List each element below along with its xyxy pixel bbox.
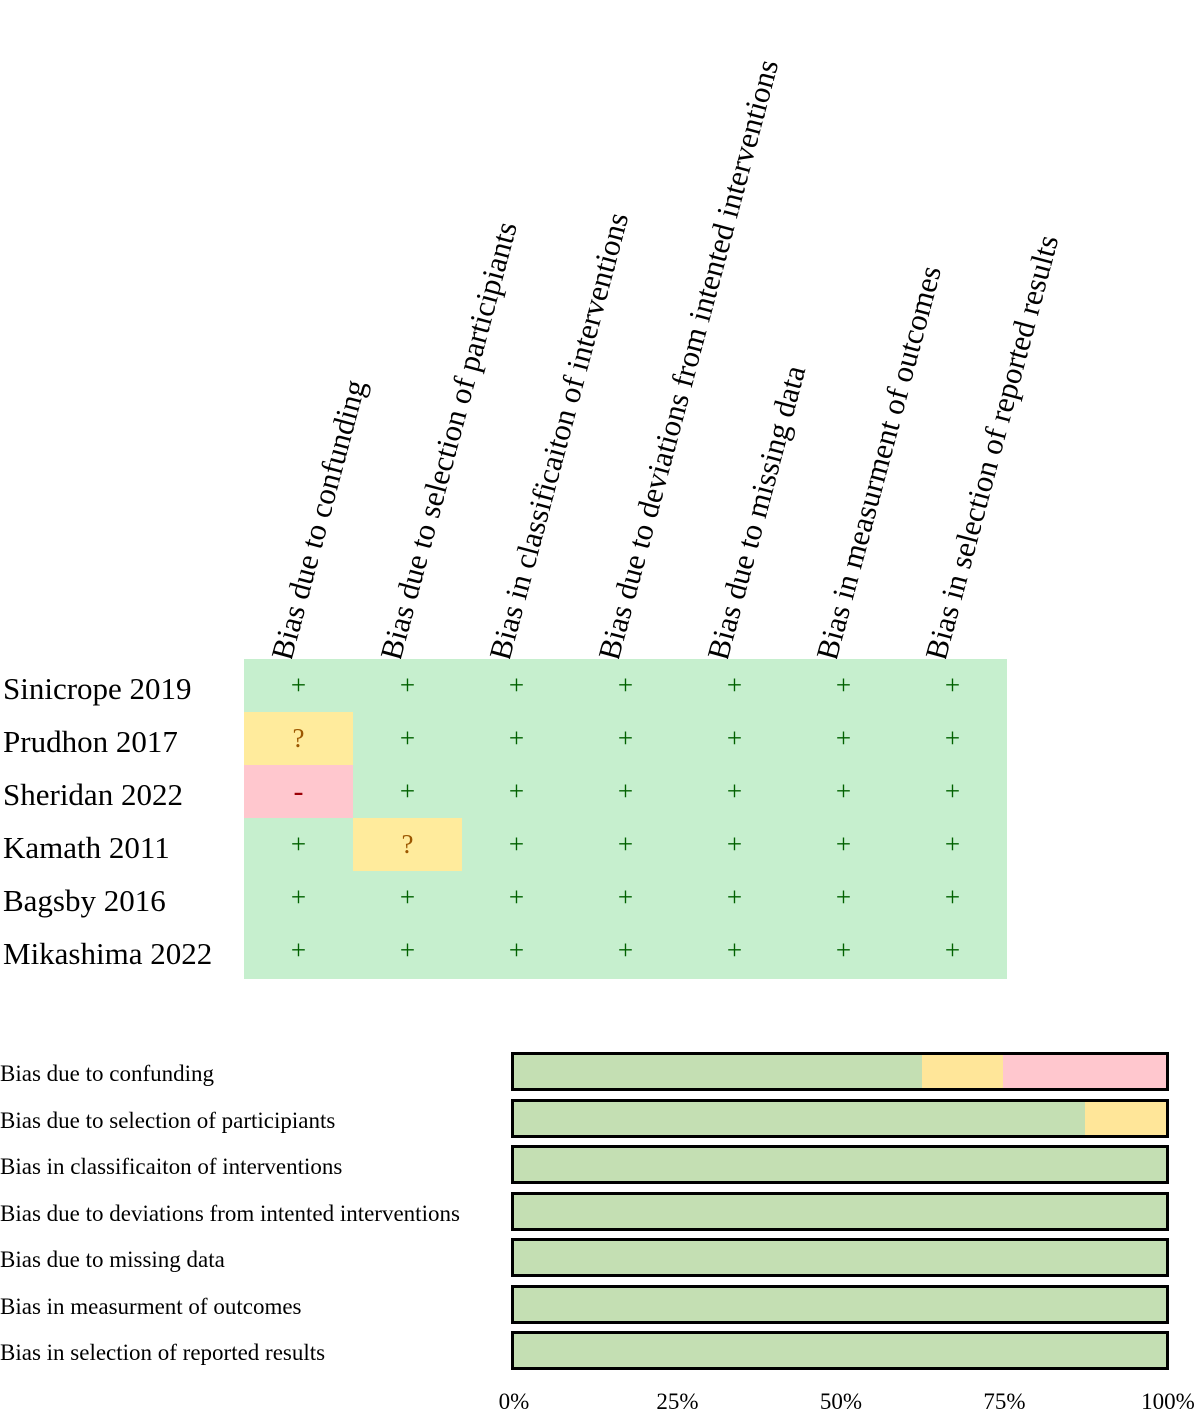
judgement-cell: ? <box>244 712 353 765</box>
judgement-cell: + <box>835 829 852 859</box>
bar-segment <box>514 1334 1166 1367</box>
judgement-cell: + <box>399 882 416 912</box>
judgement-cell: + <box>290 935 307 965</box>
judgement-cell: + <box>726 935 743 965</box>
summary-bar <box>511 1098 1169 1138</box>
judgement-cell: + <box>399 776 416 806</box>
study-label: Prudhon 2017 <box>3 724 178 759</box>
judgement-cell: + <box>726 776 743 806</box>
summary-bar <box>511 1284 1169 1324</box>
bar-segment <box>514 1194 1166 1228</box>
judgement-cell: + <box>508 723 525 753</box>
judgement-cell: + <box>508 776 525 806</box>
summary-bar <box>511 1191 1169 1231</box>
judgement-cell: + <box>726 723 743 753</box>
judgement-cell: + <box>726 670 743 700</box>
bar-segment <box>514 1287 1166 1321</box>
summary-bar <box>511 1331 1169 1370</box>
judgement-cell: + <box>944 670 961 700</box>
judgement-cell: + <box>508 935 525 965</box>
judgement-cell: ? <box>353 818 462 871</box>
judgement-cell: + <box>508 882 525 912</box>
judgement-cell: + <box>508 670 525 700</box>
study-label: Mikashima 2022 <box>3 936 213 971</box>
domain-header: Bias in measurment of outcomes <box>809 261 949 664</box>
judgement-cell: + <box>835 723 852 753</box>
judgement-cell: + <box>617 776 634 806</box>
x-tick-label: 100% <box>1141 1389 1195 1414</box>
judgement-cell: + <box>617 829 634 859</box>
summary-bar <box>511 1052 1169 1091</box>
bar-segment <box>921 1055 1003 1088</box>
study-label: Kamath 2011 <box>3 830 170 865</box>
bar-label: Bias in classificaiton of interventions <box>0 1154 343 1179</box>
x-tick-label: 75% <box>983 1389 1026 1414</box>
judgement-cell: + <box>835 670 852 700</box>
judgement-cell: + <box>617 882 634 912</box>
bar-label: Bias in measurment of outcomes <box>0 1293 302 1319</box>
judgement-cell: + <box>399 670 416 700</box>
domain-header: Bias in selection of reported results <box>918 231 1066 664</box>
study-label: Sinicrope 2019 <box>3 671 192 706</box>
bar-segment <box>1003 1055 1166 1088</box>
judgement-cell: + <box>617 670 634 700</box>
study-label: Sheridan 2022 <box>3 777 183 812</box>
bar-segment <box>1084 1101 1166 1135</box>
judgement-cell: - <box>244 765 353 818</box>
judgement-cell: + <box>944 776 961 806</box>
judgement-cell: + <box>508 829 525 859</box>
bar-segment <box>514 1148 1166 1181</box>
bar-segment <box>514 1055 922 1088</box>
judgement-cell: + <box>399 935 416 965</box>
x-tick-label: 0% <box>498 1389 530 1414</box>
judgement-cell: + <box>944 882 961 912</box>
judgement-cell: + <box>835 882 852 912</box>
bar-label: Bias due to deviations from intented int… <box>0 1200 460 1226</box>
summary-bar <box>511 1238 1169 1277</box>
domain-header: Bias due to missing data <box>700 361 813 664</box>
bar-label: Bias in selection of reported results <box>0 1340 326 1365</box>
judgement-cell: + <box>290 882 307 912</box>
judgement-cell: + <box>726 829 743 859</box>
judgement-cell: + <box>726 882 743 912</box>
judgement-cell: + <box>290 670 307 700</box>
judgement-cell: + <box>399 723 416 753</box>
judgement-cell: + <box>290 829 307 859</box>
bar-segment <box>514 1241 1166 1274</box>
bar-segment <box>514 1101 1085 1135</box>
domain-header: Bias due to confunding <box>264 375 373 664</box>
judgement-cell: + <box>835 776 852 806</box>
study-label: Bagsby 2016 <box>3 883 166 918</box>
summary-bar <box>511 1145 1169 1184</box>
judgement-cell: + <box>944 829 961 859</box>
judgement-cell: + <box>617 723 634 753</box>
judgement-cell: + <box>944 723 961 753</box>
x-tick-label: 25% <box>656 1389 699 1414</box>
bar-label: Bias due to selection of participiants <box>0 1107 336 1133</box>
x-tick-label: 50% <box>819 1389 863 1414</box>
bar-label: Bias due to confunding <box>0 1061 214 1086</box>
judgement-cell: + <box>617 935 634 965</box>
bar-label: Bias due to missing data <box>0 1247 225 1272</box>
judgement-cell: + <box>835 935 852 965</box>
judgement-cell: + <box>944 935 961 965</box>
